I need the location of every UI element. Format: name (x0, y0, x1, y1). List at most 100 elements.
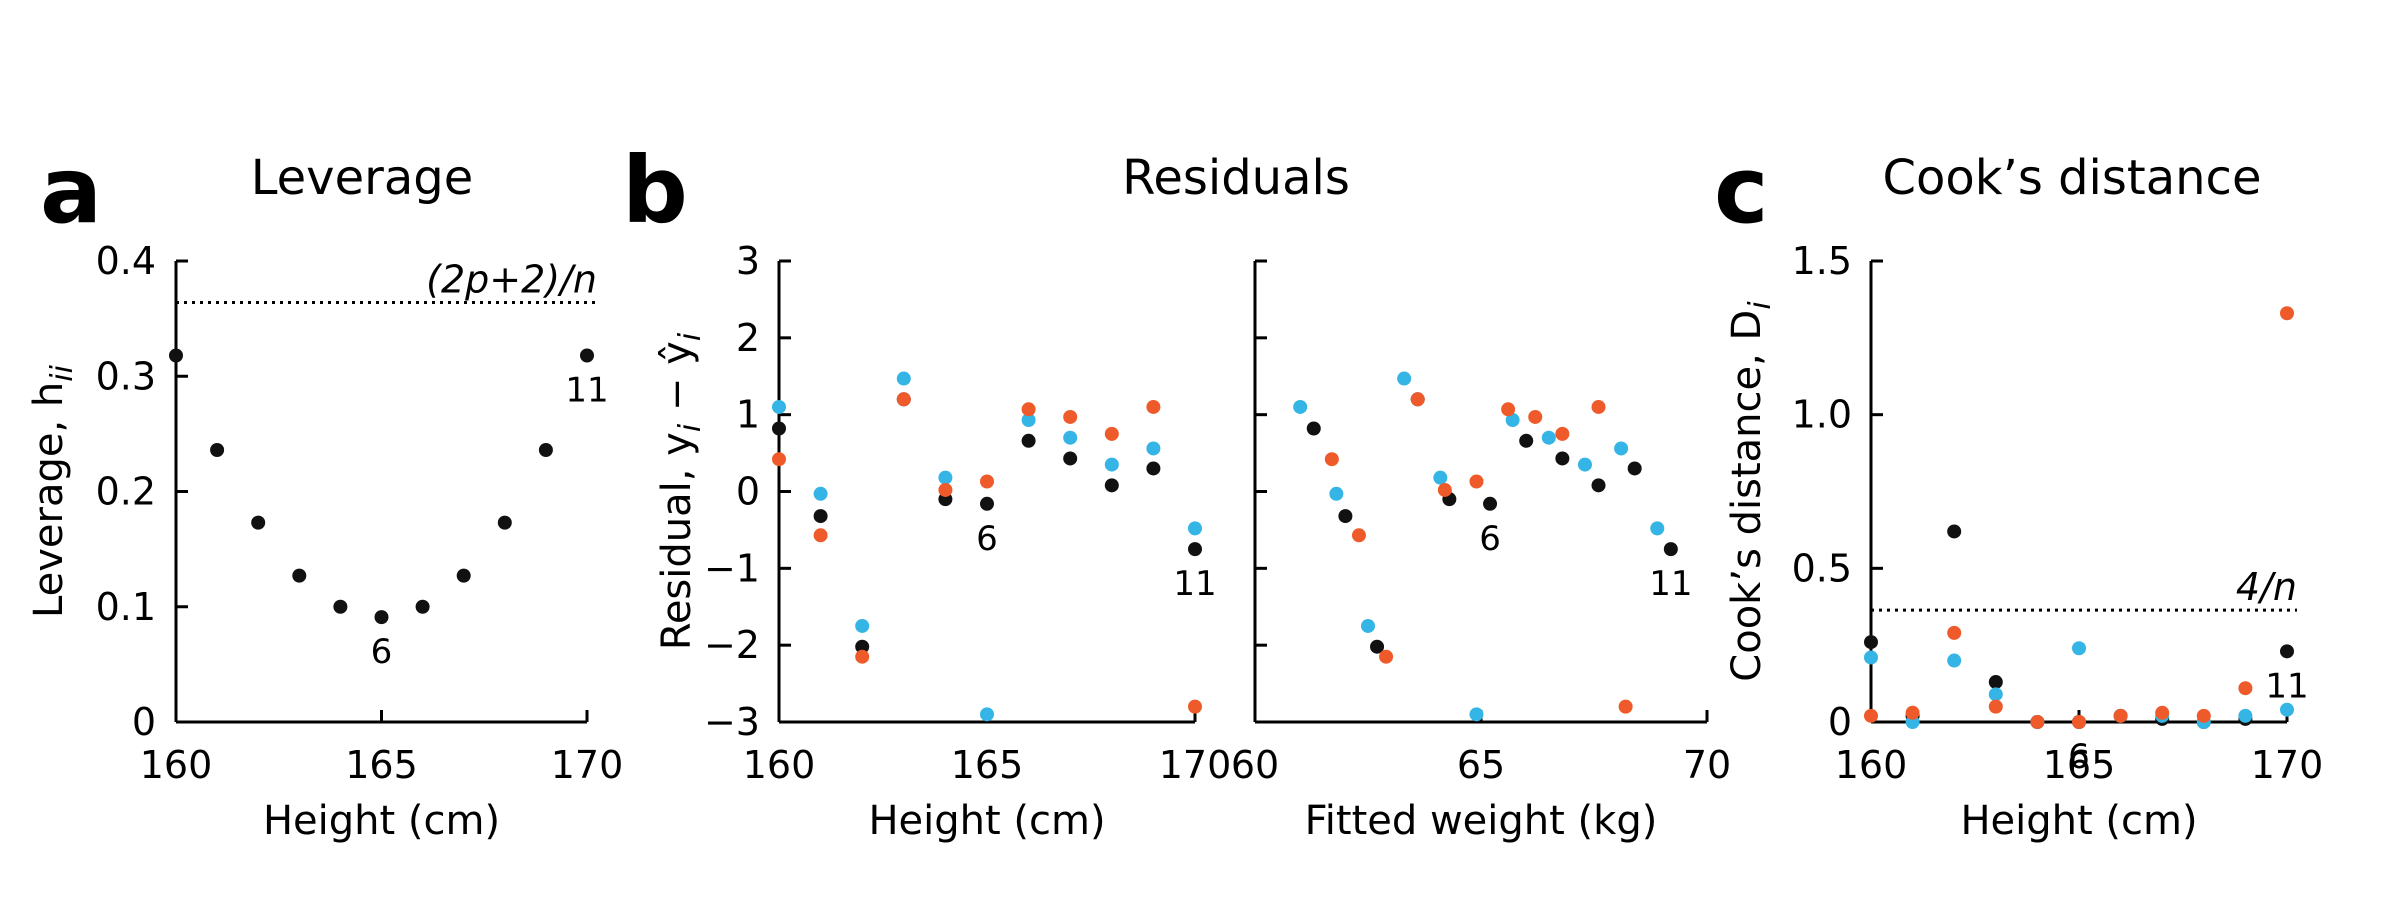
data-point (813, 486, 828, 501)
data-point (813, 528, 828, 543)
data-point (772, 399, 786, 414)
data-point (1306, 421, 1321, 436)
data-point (2280, 644, 2294, 659)
data-point (1528, 409, 1543, 424)
point-annotation: 6 (1479, 519, 1501, 559)
data-point (1591, 399, 1606, 414)
data-point (938, 470, 953, 485)
data-point (1021, 433, 1036, 448)
data-point (1864, 650, 1878, 665)
data-point (1988, 687, 2003, 702)
y-tick-label: −1 (704, 546, 760, 590)
panel-title-b: Residuals (1122, 150, 1350, 206)
point-annotation: 6 (2068, 737, 2090, 777)
x-tick-label: 160 (743, 743, 816, 787)
data-point (538, 443, 553, 458)
panel-title-a: Leverage (251, 150, 474, 206)
data-point (1864, 635, 1878, 650)
point-annotation: 11 (1649, 564, 1692, 604)
data-point (1437, 482, 1452, 497)
data-point (1433, 470, 1448, 485)
data-point (896, 371, 911, 386)
x-axis-title: Height (cm) (1960, 798, 2197, 844)
data-point (1351, 528, 1366, 543)
data-point (1397, 371, 1412, 386)
x-tick-label: 170 (1159, 743, 1232, 787)
data-point (1541, 430, 1556, 445)
data-point (896, 392, 911, 407)
data-point (1947, 625, 1962, 640)
data-point (1379, 649, 1394, 664)
point-annotation: 6 (976, 519, 998, 559)
x-axis-title: Height (cm) (263, 798, 500, 844)
x-tick-label: 170 (551, 743, 624, 787)
y-tick-label: −2 (704, 623, 760, 667)
y-tick-label: 1.5 (1792, 239, 1852, 283)
point-annotation: 11 (2265, 666, 2308, 706)
data-point (855, 649, 870, 664)
data-point (1063, 430, 1078, 445)
x-tick-label: 160 (140, 743, 213, 787)
data-point (1864, 708, 1878, 723)
data-point (1501, 402, 1516, 417)
data-point (1905, 705, 1920, 720)
y-tick-label: 0.2 (96, 470, 156, 514)
data-point (1188, 699, 1202, 714)
chart-cooks-distance: 160 165 170 0 0.5 1.0 1.5 Height (cm) Cook’s dis… (1724, 239, 2323, 844)
panel-letter-b: b (622, 137, 688, 244)
panel-letter-a: a (40, 137, 102, 244)
panel-b: b Residuals (622, 137, 1350, 244)
data-point (1947, 524, 1962, 539)
y-axis-title: Cook’s distance, Di (1724, 301, 1778, 682)
data-point (1410, 392, 1425, 407)
data-point (251, 515, 266, 530)
data-point (1188, 542, 1202, 557)
data-point (1104, 426, 1119, 441)
y-axis-title: Leverage, hii (26, 364, 80, 618)
y-tick-label: −3 (704, 700, 760, 744)
data-point (2072, 641, 2086, 656)
data-point (1361, 618, 1375, 633)
threshold-label: (2p+2)/n (426, 257, 597, 301)
data-point (1618, 699, 1633, 714)
data-point (980, 707, 994, 722)
y-tick-label: 0 (736, 470, 760, 514)
series-orange (1864, 306, 2294, 729)
data-point (980, 496, 994, 511)
data-point (1614, 441, 1629, 456)
point-annotation: 6 (371, 632, 393, 672)
y-tick-label: 2 (736, 316, 760, 360)
data-point (2238, 681, 2253, 696)
x-tick-label: 165 (345, 743, 418, 787)
data-point (415, 599, 430, 614)
threshold-label: 4/n (2236, 565, 2297, 609)
data-point (1988, 699, 2003, 714)
data-point (1469, 474, 1484, 489)
data-point (1988, 675, 2003, 690)
data-point (1947, 653, 1962, 668)
panel-a: a Leverage (40, 137, 473, 244)
data-point (1627, 461, 1642, 476)
data-point (2030, 715, 2045, 729)
x-tick-label: 70 (1683, 743, 1731, 787)
series-blue (1293, 371, 1665, 722)
x-tick-label: 65 (1457, 743, 1505, 787)
x-tick-label: 165 (2043, 743, 2116, 787)
y-tick-label: 0 (132, 700, 156, 744)
data-point (2280, 702, 2294, 717)
data-point (2238, 708, 2253, 723)
data-point (855, 618, 870, 633)
data-point (292, 568, 307, 583)
data-point (2196, 708, 2211, 723)
data-point (813, 509, 828, 524)
data-point (1555, 426, 1570, 441)
y-tick-label: 0 (1828, 700, 1852, 744)
x-tick-label: 160 (1835, 743, 1908, 787)
data-point (772, 452, 786, 467)
y-tick-label: 0.3 (96, 354, 156, 398)
data-point (374, 610, 389, 625)
data-point (1505, 413, 1520, 428)
chart-leverage: 160 165 170 0 0.1 0.2 0.3 0.4 Height (cm) Leverag… (26, 239, 623, 844)
data-point (1063, 409, 1078, 424)
